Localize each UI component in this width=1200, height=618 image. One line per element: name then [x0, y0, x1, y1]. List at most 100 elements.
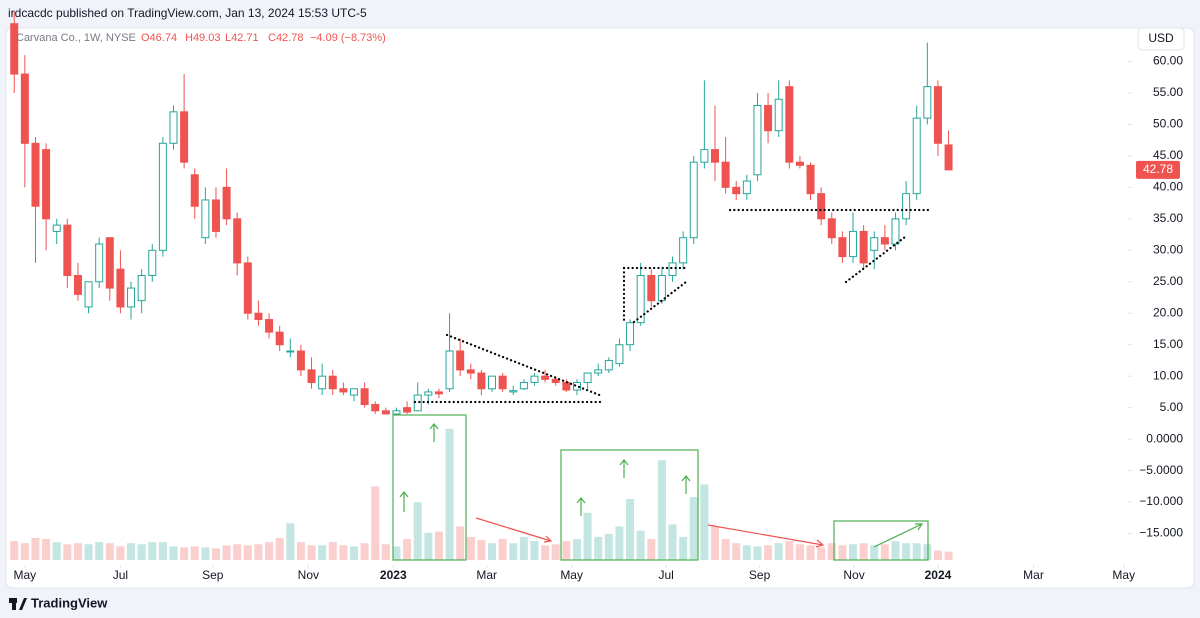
candle-body — [180, 111, 189, 163]
candle-body — [403, 407, 412, 413]
ohlc-value: L42.71 — [225, 32, 259, 44]
x-tick-label: Nov — [298, 568, 319, 582]
up-arrow — [681, 475, 691, 494]
volume-bar — [774, 543, 783, 560]
candle-body — [445, 350, 454, 390]
y-tick-label: 5.00 — [1160, 400, 1184, 414]
y-tick-label: 20.00 — [1153, 305, 1183, 319]
candle-body — [636, 274, 645, 324]
candle-body — [371, 404, 380, 412]
candle-body — [817, 193, 826, 220]
currency-label: USD — [1148, 31, 1174, 45]
volume-bar — [265, 542, 274, 560]
volume-bar — [870, 545, 879, 560]
candle-body — [689, 161, 698, 239]
candle-body — [710, 149, 719, 163]
price-tag-label: 42.78 — [1143, 162, 1173, 176]
candle-body — [381, 410, 390, 415]
highlight-box — [560, 449, 699, 561]
candle-body — [63, 224, 72, 276]
volume-bar — [307, 545, 316, 560]
candle-body — [785, 86, 794, 163]
candle-body — [530, 375, 539, 383]
volume-bar — [912, 543, 921, 560]
volume-bar — [551, 544, 560, 560]
volume-bar — [647, 539, 656, 560]
highlight-box — [833, 520, 929, 561]
currency-button[interactable] — [1137, 27, 1185, 51]
volume-bar — [806, 545, 815, 560]
volume-bar — [254, 544, 263, 560]
y-tick-label: 60.00 — [1153, 54, 1183, 68]
y-tick-label: 55.00 — [1153, 85, 1183, 99]
volume-bar — [95, 542, 104, 560]
x-tick-label: 2024 — [925, 568, 952, 582]
candle-body — [944, 144, 953, 171]
candle-body — [626, 322, 635, 346]
ohlc-value: O46.74 — [141, 32, 177, 44]
y-tick-label: 0.0000 — [1146, 431, 1183, 445]
volume-bar — [243, 545, 252, 560]
volume-bar — [190, 546, 199, 560]
volume-bar — [328, 542, 337, 560]
volume-bar — [732, 543, 741, 560]
candle-body — [732, 186, 741, 195]
candle-body — [84, 281, 93, 308]
highlight-box — [392, 414, 467, 561]
candle-body — [275, 331, 284, 346]
x-tick-label: Jul — [113, 568, 128, 582]
volume-bar — [891, 541, 900, 560]
candle-body — [572, 381, 581, 391]
candle-body — [562, 381, 571, 391]
y-tick-label: 10.00 — [1153, 368, 1183, 382]
candle-body — [466, 369, 475, 374]
chart-panel — [5, 27, 1195, 589]
volume-bar — [753, 546, 762, 560]
ohlc-value: C42.78 — [268, 32, 303, 44]
candle-body — [880, 237, 889, 245]
candle-body — [413, 394, 422, 412]
y-tick-label: 40.00 — [1153, 180, 1183, 194]
x-tick-label: Nov — [843, 568, 864, 582]
y-tick-label: −15.000 — [1139, 526, 1183, 540]
volume-bar — [498, 539, 507, 560]
candle-body — [700, 149, 709, 163]
candle-body — [127, 287, 136, 308]
candle-body — [350, 388, 358, 396]
logo: TradingView — [9, 595, 108, 610]
up-arrow — [619, 459, 629, 478]
volume-bar — [73, 543, 82, 560]
candle-body — [923, 86, 932, 119]
y-tick-label: 15.00 — [1153, 337, 1183, 351]
volume-bar — [657, 460, 666, 560]
volume-bar — [541, 545, 550, 560]
volume-bar — [902, 543, 911, 560]
trend-arrow — [475, 517, 553, 543]
candle-body — [838, 237, 847, 258]
x-tick-label: Mar — [476, 568, 497, 582]
footer-brand: TradingView — [31, 595, 108, 610]
volume-bar — [742, 545, 751, 560]
candle-body — [52, 224, 61, 232]
volume-layer — [10, 428, 953, 560]
volume-bar — [880, 544, 889, 560]
candle-body — [519, 381, 528, 390]
candle-body — [42, 149, 51, 220]
volume-bar — [594, 536, 603, 560]
y-tick-label: 50.00 — [1153, 117, 1183, 131]
candle-body — [222, 186, 231, 220]
x-tick-label: Sep — [749, 568, 771, 582]
y-tick-label: 30.00 — [1153, 242, 1183, 256]
up-arrow — [429, 423, 439, 442]
candle-body — [105, 237, 114, 289]
volume-bar — [127, 543, 136, 560]
candle-body — [434, 391, 443, 395]
volume-bar — [350, 546, 358, 560]
volume-bar — [721, 539, 730, 560]
candle-body — [753, 105, 762, 176]
ohlc-value: H49.03 — [185, 32, 220, 44]
ohlc-legend: O46.74 H49.03 L42.71 C42.78 −4.09 (−8.73%) — [141, 32, 386, 44]
volume-bar — [838, 545, 847, 560]
